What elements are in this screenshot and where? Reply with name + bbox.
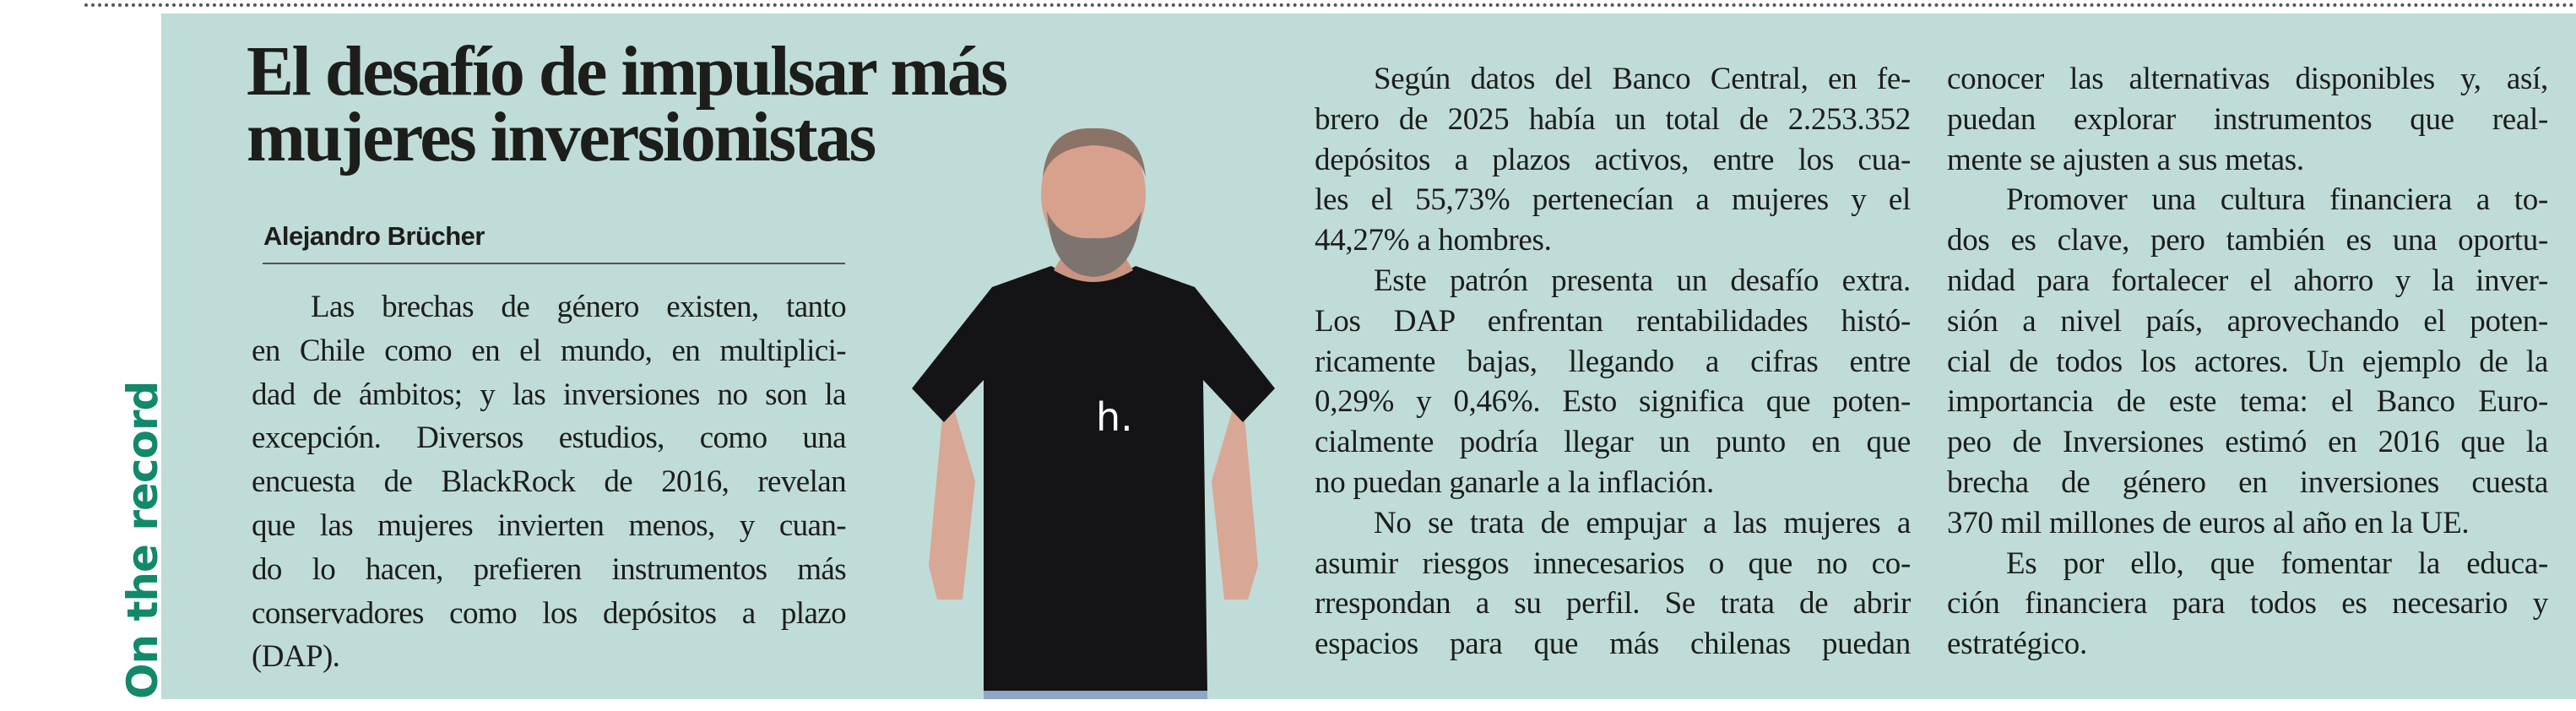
- text-line: nidad para fortalecer el ahorro y la inv…: [1947, 263, 2548, 298]
- text-line: dad de ámbitos; y las inversiones no son…: [252, 377, 846, 412]
- text-line: Es por ello, que fomentar la educa-: [2006, 545, 2548, 581]
- text-line: espacios para que más chilenas puedan: [1315, 627, 1911, 662]
- author-portrait-icon: h.: [912, 128, 1275, 699]
- text-line: peo de Inversiones estimó en 2016 que la: [1947, 425, 2548, 460]
- article-panel: [161, 14, 2576, 699]
- text-line: encuesta de BlackRock de 2016, revelan: [252, 464, 846, 500]
- text-line: les el 55,73% pertenecían a mujeres y el: [1315, 182, 1911, 218]
- text-line: Este patrón presenta un desafío extra.: [1374, 263, 1911, 298]
- text-line: cialmente podría llegar un punto en que: [1315, 425, 1911, 460]
- text-line: rrespondan a su perfil. Se trata de abri…: [1315, 586, 1911, 621]
- text-line: Los DAP enfrentan rentabilidades histó-: [1315, 303, 1911, 339]
- shirt-logo: h.: [1096, 394, 1133, 440]
- text-line: que las mujeres invierten menos, y cuan-: [252, 507, 846, 543]
- text-line: depósitos a plazos activos, entre los cu…: [1315, 142, 1911, 177]
- dotted-top-rule: [84, 3, 2576, 7]
- text-line: ricamente bajas, llegando a cifras entre: [1315, 344, 1911, 379]
- title-line: El desafío de impulsar más: [247, 32, 1008, 111]
- text-line: no puedan ganarle a la inflación.: [1315, 464, 1714, 500]
- text-line: do lo hacen, prefieren instrumentos más: [252, 551, 846, 587]
- text-line: Según datos del Banco Central, en fe-: [1374, 62, 1911, 96]
- text-line: asumir riesgos innecesarios o que no co-: [1315, 545, 1911, 581]
- text-line: 370 mil millones de euros al año en la U…: [1947, 505, 2470, 540]
- text-line: brero de 2025 había un total de 2.253.35…: [1315, 101, 1911, 137]
- text-line: 0,29% y 0,46%. Esto significa que poten-: [1315, 384, 1911, 420]
- text-line: estratégico.: [1947, 627, 2087, 662]
- text-line: conocer las alternativas disponibles y, …: [1947, 62, 2548, 96]
- title-line: mujeres inversionistas: [247, 98, 876, 176]
- text-line: ción financiera para todos es necesario …: [1947, 586, 2548, 621]
- text-line: dos es clave, pero también es una oportu…: [1947, 223, 2548, 258]
- text-line: (DAP).: [252, 639, 340, 675]
- section-label: On the record: [118, 381, 167, 699]
- text-line: brecha de género en inversiones cuesta: [1947, 464, 2548, 500]
- text-line: Promover una cultura financiera a to-: [2006, 182, 2548, 218]
- text-line: conservadores como los depósitos a plazo: [252, 595, 846, 631]
- text-line: cial de todos los actores. Un ejemplo de…: [1947, 344, 2548, 379]
- author-photo: h.: [912, 128, 1275, 699]
- text-line: No se trata de empujar a las mujeres a: [1374, 505, 1911, 540]
- text-line: en Chile como en el mundo, en multiplici…: [252, 333, 846, 368]
- author-byline: Alejandro Brücher: [263, 221, 485, 251]
- article-column-3: conocer las alternativas disponibles y, …: [1947, 59, 2548, 665]
- article-title: El desafío de impulsar más mujeres inver…: [247, 32, 1008, 176]
- text-line: Las brechas de género existen, tanto: [311, 290, 846, 324]
- byline-divider: [263, 263, 845, 264]
- text-line: mente se ajusten a sus metas.: [1947, 142, 2304, 177]
- text-line: importancia de este tema: el Banco Euro-: [1947, 384, 2548, 420]
- text-line: puedan explorar instrumentos que real-: [1947, 101, 2548, 137]
- article-column-1: Las brechas de género existen, tanto en C…: [252, 285, 846, 679]
- text-line: sión a nivel país, aprovechando el poten…: [1947, 303, 2548, 339]
- text-line: 44,27% a hombres.: [1315, 223, 1552, 258]
- text-line: excepción. Diversos estudios, como una: [252, 421, 846, 456]
- article-column-2: Según datos del Banco Central, en fe-bre…: [1315, 59, 1911, 665]
